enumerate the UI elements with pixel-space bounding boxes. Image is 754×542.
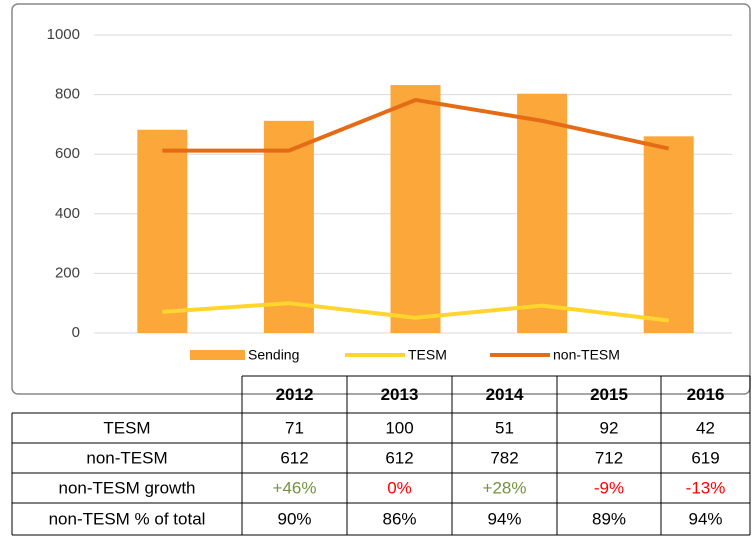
table-cell: 89%: [592, 509, 626, 528]
chart-frame: [11, 3, 751, 395]
row-label: non-TESM % of total: [49, 509, 206, 528]
table-header: 2014: [486, 385, 524, 404]
table-cell: +28%: [483, 478, 527, 497]
table-cell: 0%: [387, 478, 412, 497]
legend-label: TESM: [408, 347, 447, 363]
y-tick-label: 800: [55, 86, 80, 103]
y-tick-label: 400: [55, 205, 80, 222]
table-cell: 782: [490, 448, 518, 467]
legend-label: non-TESM: [553, 347, 620, 363]
bar: [390, 85, 441, 334]
table-cell: 90%: [277, 509, 311, 528]
table-cell: 612: [280, 448, 308, 467]
y-tick-label: 0: [72, 324, 80, 341]
bar: [643, 136, 694, 333]
bar: [263, 120, 314, 333]
legend-swatch: [190, 350, 245, 360]
table-cell: 92: [600, 418, 619, 437]
table-cell: 86%: [382, 509, 416, 528]
table-cell: 712: [595, 448, 623, 467]
table-cell: -13%: [686, 478, 726, 497]
line: [162, 301, 669, 323]
y-tick-label: 600: [55, 145, 80, 162]
table-cell: 100: [385, 418, 413, 437]
table-header: 2013: [381, 385, 419, 404]
table-cell: +46%: [273, 478, 317, 497]
y-tick-label: 200: [55, 264, 80, 281]
table-header: 2016: [687, 385, 725, 404]
y-tick-label: 1000: [47, 26, 80, 43]
table-cell: 94%: [688, 509, 722, 528]
table-header: 2012: [276, 385, 314, 404]
table-cell: 94%: [487, 509, 521, 528]
bar: [517, 93, 568, 334]
legend-label: Sending: [248, 347, 299, 363]
table-cell: 42: [696, 418, 715, 437]
row-label: non-TESM: [86, 448, 167, 467]
table-cell: 71: [285, 418, 304, 437]
table-cell: -9%: [594, 478, 624, 497]
table-cell: 619: [691, 448, 719, 467]
bar: [137, 129, 188, 333]
row-label: TESM: [103, 418, 150, 437]
table-header: 2015: [590, 385, 628, 404]
line: [162, 97, 670, 153]
row-label: non-TESM growth: [59, 478, 196, 497]
table-cell: 51: [495, 418, 514, 437]
table-cell: 612: [385, 448, 413, 467]
